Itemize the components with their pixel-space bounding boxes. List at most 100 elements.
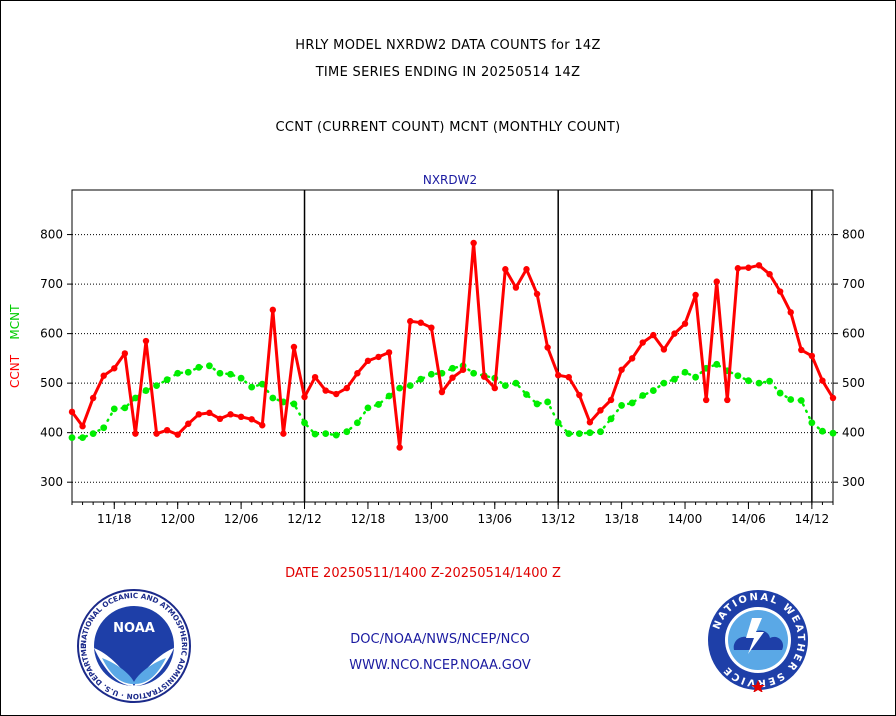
mcnt-point — [142, 387, 150, 394]
ccnt-point — [819, 377, 826, 384]
y-tick-label-right: 700 — [842, 277, 865, 291]
y-tick-label-right: 600 — [842, 327, 865, 341]
ccnt-point — [290, 343, 298, 351]
mcnt-point — [660, 379, 668, 387]
ccnt-line — [70, 241, 835, 449]
mcnt-point — [713, 360, 721, 368]
ccnt-point — [533, 290, 541, 298]
ccnt-point — [153, 430, 160, 437]
plot-area — [71, 189, 834, 503]
ccnt-point — [185, 420, 192, 427]
x-tick-label: 12/06 — [224, 512, 259, 526]
mcnt-point — [829, 429, 837, 437]
mcnt-point — [290, 400, 298, 408]
mcnt-point — [808, 419, 816, 427]
ccnt-point — [364, 357, 372, 365]
ccnt-point — [618, 366, 625, 373]
ccnt-point — [681, 320, 689, 327]
ccnt-point — [343, 384, 351, 392]
axis-ticks: 300 300 400 400 500 500 600 600 700 700 800 800 11/1… — [40, 228, 865, 526]
x-tick-label: 13/12 — [541, 512, 576, 526]
mcnt-point — [406, 382, 414, 390]
mcnt-point — [353, 419, 361, 427]
ccnt-point — [417, 319, 424, 326]
ccnt-point — [385, 349, 393, 356]
ccnt-point — [195, 411, 203, 418]
ccnt-point — [597, 407, 604, 414]
mcnt-point — [332, 431, 340, 439]
mcnt-point — [501, 382, 509, 390]
y-tick-label-right: 300 — [842, 475, 865, 489]
ccnt-point — [459, 366, 467, 373]
mcnt-point — [776, 389, 784, 397]
mcnt-point — [227, 370, 234, 378]
mcnt-point — [184, 368, 192, 376]
ccnt-point — [650, 331, 657, 339]
ccnt-point — [639, 339, 646, 346]
ccnt-point — [607, 396, 615, 404]
day-boundaries — [303, 190, 813, 502]
gridlines — [72, 234, 833, 483]
mcnt-point — [110, 405, 118, 413]
mcnt-point — [322, 430, 330, 438]
ccnt-point — [523, 266, 530, 273]
mcnt-point — [237, 374, 245, 382]
ccnt-point — [333, 390, 340, 398]
mcnt-point — [121, 404, 129, 412]
ccnt-point — [808, 352, 816, 360]
ccnt-point — [438, 388, 446, 396]
ccnt-point — [100, 372, 107, 379]
mcnt-point — [607, 415, 615, 423]
mcnt-point — [132, 394, 139, 402]
ccnt-point — [734, 265, 742, 272]
y-tick-label-left: 700 — [40, 277, 63, 291]
ccnt-point — [354, 370, 361, 377]
mcnt-point — [628, 399, 636, 407]
org-line1: DOC/NOAA/NWS/NCEP/NCO — [350, 632, 530, 647]
ccnt-point — [259, 422, 266, 429]
noaa-wordmark: NOAA — [113, 621, 155, 636]
mcnt-point — [787, 396, 795, 403]
ccnt-point — [724, 396, 731, 404]
ccnt-point — [111, 365, 118, 372]
ccnt-point — [237, 413, 245, 421]
mcnt-point — [269, 394, 277, 402]
ccnt-point — [660, 346, 668, 353]
y-tick-label-right: 400 — [842, 426, 865, 440]
mcnt-point — [417, 375, 425, 383]
mcnt-point — [79, 434, 86, 442]
mcnt-point — [565, 430, 573, 438]
x-tick-label: 12/12 — [287, 512, 322, 526]
plot-title: NXRDW2 — [423, 173, 477, 187]
y-tick-label-right: 800 — [842, 228, 865, 242]
y-tick-label-left: 500 — [40, 376, 63, 390]
mcnt-point — [100, 424, 108, 432]
mcnt-point — [755, 379, 763, 387]
mcnt-point — [671, 375, 678, 383]
y-tick-label-left: 300 — [40, 475, 63, 489]
mcnt-point — [597, 428, 604, 436]
mcnt-point — [533, 400, 541, 408]
ccnt-point — [776, 288, 784, 295]
ccnt-point — [407, 318, 414, 325]
mcnt-point — [248, 383, 256, 391]
ccnt-point — [142, 337, 150, 345]
ccnt-point — [702, 396, 710, 404]
ccnt-point — [248, 416, 255, 423]
ccnt-point — [829, 394, 837, 402]
mcnt-point — [89, 430, 97, 438]
x-tick-label: 14/06 — [731, 512, 766, 526]
x-tick-label: 13/18 — [604, 512, 639, 526]
ccnt-point — [586, 419, 594, 426]
ccnt-point — [311, 374, 319, 381]
x-tick-label: 14/12 — [795, 512, 830, 526]
ccnt-point — [692, 291, 699, 299]
mcnt-point — [544, 398, 552, 406]
ccnt-point — [576, 391, 583, 399]
x-tick-label: 12/00 — [160, 512, 195, 526]
mcnt-point — [396, 384, 404, 392]
ccnt-point — [544, 344, 551, 351]
ccnt-point — [502, 266, 509, 273]
ccnt-point — [798, 346, 805, 354]
x-tick-label: 13/00 — [414, 512, 449, 526]
